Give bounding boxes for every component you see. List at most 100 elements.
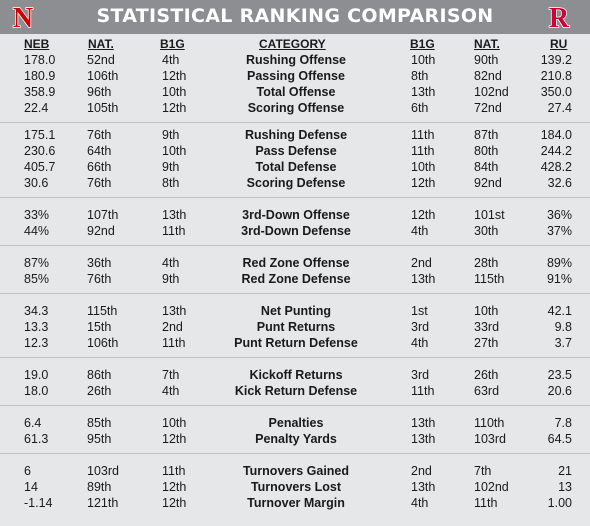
cell-category: Scoring Defense <box>246 176 346 190</box>
cell-category: Punt Returns <box>256 320 336 334</box>
cell-neb-nat: 15th <box>87 320 112 334</box>
stat-row: 18.0 26th 4th Kick Return Defense 11th 63rd 20… <box>0 383 590 399</box>
cell-ru: 184.0 <box>540 128 572 142</box>
cell-ru-nat: 110th <box>474 416 505 430</box>
cell-ru-b1g: 13th <box>411 416 436 430</box>
cell-ru-b1g: 13th <box>411 272 436 286</box>
stat-row: 44% 92nd 11th 3rd-Down Defense 4th 30th 37% <box>0 223 590 239</box>
stat-row: 19.0 86th 7th Kickoff Returns 3rd 26th 23.5 <box>0 367 590 383</box>
cell-category: Red Zone Offense <box>242 256 350 270</box>
cell-neb-nat: 115th <box>87 304 118 318</box>
cell-ru-nat: 26th <box>474 368 499 382</box>
cell-neb: 13.3 <box>24 320 49 334</box>
cell-neb: 6 <box>24 464 31 478</box>
cell-ru-nat: 84th <box>474 160 499 174</box>
header-neb-b1g: B1G <box>160 37 185 51</box>
cell-category: Penalty Yards <box>255 432 337 446</box>
cell-ru: 37% <box>546 224 572 238</box>
stat-group: 175.1 76th 9th Rushing Defense 11th 87th 184.0… <box>0 127 590 198</box>
cell-ru-b1g: 13th <box>411 480 436 494</box>
cell-neb-b1g: 10th <box>162 416 187 430</box>
cell-ru: 244.2 <box>540 144 572 158</box>
cell-neb-b1g: 11th <box>162 224 186 238</box>
cell-neb-b1g: 11th <box>162 336 186 350</box>
cell-neb-nat: 36th <box>87 256 112 270</box>
cell-neb-nat: 64th <box>87 144 112 158</box>
cell-category: Penalties <box>268 416 324 430</box>
cell-neb: 178.0 <box>24 53 56 67</box>
cell-ru: 23.5 <box>547 368 572 382</box>
cell-ru: 21 <box>558 464 572 478</box>
stat-group: 6 103rd 11th Turnovers Gained 2nd 7th 21 14 89th… <box>0 463 590 517</box>
stat-row: 34.3 115th 13th Net Punting 1st 10th 42.1 <box>0 303 590 319</box>
stat-group: 178.0 52nd 4th Rushing Offense 10th 90th 139.2… <box>0 52 590 123</box>
cell-neb: 44% <box>24 224 50 238</box>
cell-neb-b1g: 2nd <box>162 320 183 334</box>
cell-ru-b1g: 3rd <box>411 368 430 382</box>
stat-row: 30.6 76th 8th Scoring Defense 12th 92nd 32.6 <box>0 175 590 191</box>
cell-neb: 405.7 <box>24 160 56 174</box>
stat-row: 61.3 95th 12th Penalty Yards 13th 103rd 64.5 <box>0 431 590 447</box>
cell-category: Punt Return Defense <box>234 336 358 350</box>
cell-ru-b1g: 12th <box>411 176 436 190</box>
cell-neb: 34.3 <box>24 304 49 318</box>
stat-row: -1.14 121th 12th Turnover Margin 4th 11th 1.00 <box>0 495 590 511</box>
cell-ru-nat: 87th <box>474 128 499 142</box>
cell-ru-nat: 33rd <box>474 320 500 334</box>
cell-neb-b1g: 9th <box>162 272 180 286</box>
cell-neb-b1g: 10th <box>162 85 187 99</box>
cell-neb-nat: 66th <box>87 160 112 174</box>
cell-ru-b1g: 11th <box>411 128 435 142</box>
cell-ru-nat: 27th <box>474 336 499 350</box>
cell-ru: 3.7 <box>554 336 572 350</box>
stat-row: 6.4 85th 10th Penalties 13th 110th 7.8 <box>0 415 590 431</box>
cell-ru: 139.2 <box>540 53 572 67</box>
cell-ru-b1g: 11th <box>411 384 435 398</box>
header-ru: RU <box>550 37 568 51</box>
stat-row: 22.4 105th 12th Scoring Offense 6th 72nd 27.4 <box>0 100 590 116</box>
cell-neb-nat: 85th <box>87 416 112 430</box>
stat-row: 358.9 96th 10th Total Offense 13th 102nd 350.0 <box>0 84 590 100</box>
cell-category: Turnovers Lost <box>250 480 342 494</box>
header-neb: NEB <box>24 37 50 51</box>
cell-neb-nat: 103rd <box>87 464 119 478</box>
cell-ru-b1g: 6th <box>411 101 429 115</box>
cell-neb-nat: 95th <box>87 432 112 446</box>
cell-neb-b1g: 12th <box>162 69 187 83</box>
cell-ru-b1g: 4th <box>411 496 429 510</box>
cell-neb: 85% <box>24 272 50 286</box>
cell-neb: -1.14 <box>24 496 53 510</box>
stat-group: 87% 36th 4th Red Zone Offense 2nd 28th 89% 85% 7… <box>0 255 590 294</box>
cell-neb-b1g: 11th <box>162 464 186 478</box>
cell-category: Rushing Defense <box>244 128 348 142</box>
cell-category: Passing Offense <box>247 69 345 83</box>
cell-ru-nat: 103rd <box>474 432 506 446</box>
stat-row: 13.3 15th 2nd Punt Returns 3rd 33rd 9.8 <box>0 319 590 335</box>
stat-row: 14 89th 12th Turnovers Lost 13th 102nd 13 <box>0 479 590 495</box>
stat-row: 175.1 76th 9th Rushing Defense 11th 87th 184.0 <box>0 127 590 143</box>
cell-ru-b1g: 4th <box>411 336 429 350</box>
stat-row: 12.3 106th 11th Punt Return Defense 4th 27th 3… <box>0 335 590 351</box>
svg-text:R: R <box>549 3 570 32</box>
header-category: CATEGORY <box>259 37 326 51</box>
cell-ru-nat: 115th <box>474 272 505 286</box>
cell-ru: 91% <box>546 272 572 286</box>
cell-neb-b1g: 13th <box>162 304 187 318</box>
header-ru-nat: NAT. <box>474 37 500 51</box>
cell-category: Turnovers Gained <box>242 464 350 478</box>
cell-ru-b1g: 13th <box>411 85 436 99</box>
cell-neb-nat: 92nd <box>87 224 115 238</box>
cell-ru-b1g: 8th <box>411 69 429 83</box>
cell-ru-nat: 102nd <box>474 480 509 494</box>
cell-neb: 12.3 <box>24 336 49 350</box>
stat-group: 34.3 115th 13th Net Punting 1st 10th 42.1 13.3 1… <box>0 303 590 358</box>
cell-ru-nat: 90th <box>474 53 499 67</box>
cell-neb-b1g: 4th <box>162 384 180 398</box>
cell-neb-b1g: 13th <box>162 208 187 222</box>
cell-neb-b1g: 9th <box>162 128 180 142</box>
header-ru-b1g: B1G <box>410 37 435 51</box>
cell-neb: 33% <box>24 208 50 222</box>
column-headers: NEB NAT. B1G CATEGORY B1G NAT. RU <box>0 37 590 51</box>
cell-ru: 9.8 <box>554 320 572 334</box>
